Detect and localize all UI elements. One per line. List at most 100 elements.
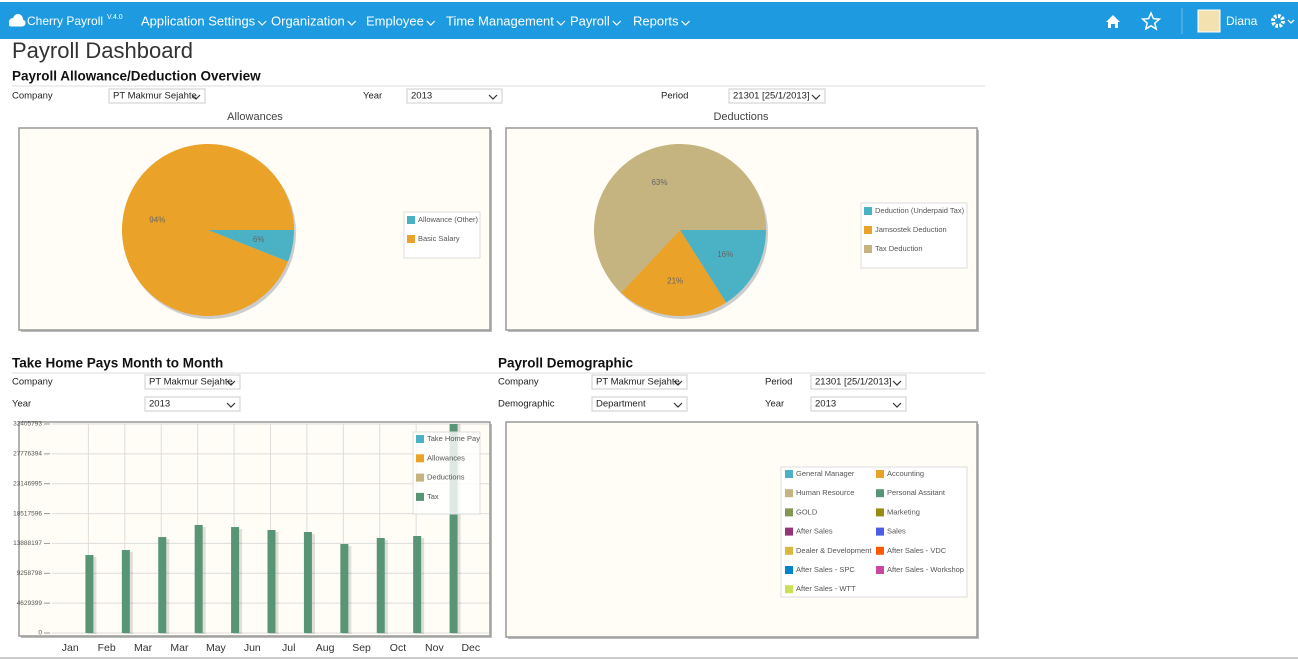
legend-label: Basic Salary [418,234,460,243]
legend-swatch [785,470,793,478]
menu-item[interactable]: Reports [633,13,679,28]
legend-label: Take Home Pay [427,434,480,443]
page-title: Payroll Dashboard [12,38,193,63]
legend-label: After Sales - SPC [796,565,855,574]
bar [194,524,203,633]
menu-item[interactable]: Time Management [446,13,554,28]
filter-select[interactable] [591,374,688,390]
legend-label: Dealer & Development [796,546,872,555]
filter-value: 21301 [25/1/2013] [815,377,892,388]
x-tick-label: Dec [461,642,480,654]
filter-select[interactable] [108,88,206,104]
filter-label: Company [12,377,53,388]
filter-select[interactable] [591,396,688,412]
x-tick-label: Aug [316,642,335,654]
legend-box [412,431,481,515]
filter-select[interactable] [810,396,907,412]
legend-label: Allowances [427,453,465,462]
legend-label: Personal Assitant [887,488,946,497]
bar [121,549,130,633]
legend-label: Marketing [887,507,920,516]
legend-label: Deductions [427,473,465,482]
y-tick-label: 4629399 [17,600,43,607]
filter-value: 21301 [25/1/2013] [733,91,810,102]
filter-label: Period [661,91,688,102]
chevron [612,20,622,26]
chart-title: Allowances [227,111,283,123]
filter-label: Year [765,399,784,410]
home-icon[interactable] [1106,15,1120,28]
legend-label: General Manager [796,469,855,478]
legend-swatch [785,566,793,574]
chevron [347,20,357,26]
pie-slice [621,230,727,316]
filter-label: Company [498,377,539,388]
avatar[interactable] [1197,9,1221,33]
legend-label: After Sales - WTT [796,584,856,593]
menu-item[interactable]: Employee [366,13,424,28]
filter-value: 2013 [149,399,170,410]
menu-item[interactable]: Application Settings [141,13,256,28]
chevron [673,402,683,408]
navbar [0,2,1298,39]
filter-select[interactable] [728,88,826,104]
legend-swatch [785,508,793,517]
settings-icon[interactable] [1271,14,1285,28]
nav-text: Cherry Payroll V.4.0 Application Settings O… [27,13,1258,28]
filter-select[interactable] [144,374,241,390]
bar [158,537,167,633]
legend-swatch [864,245,872,253]
legend-swatch [416,454,424,463]
chevron [488,94,498,100]
filter-value: PT Makmur Sejahte [113,91,197,102]
slice-label: 94% [149,215,165,224]
slice-label: 21% [667,276,683,285]
x-tick-label: Sep [352,642,371,654]
version: V.4.0 [107,14,123,21]
chevron [257,20,267,26]
chevron [226,402,236,408]
legend-label: Accounting [887,469,924,478]
chevron [1287,19,1295,24]
bar [340,543,349,633]
legend-swatch [864,226,872,234]
bars [85,424,461,634]
legend-swatch [785,527,793,536]
filter-select[interactable] [810,374,907,390]
legend-swatch [876,470,884,478]
star-icon[interactable] [1140,11,1162,31]
filter-select[interactable] [144,396,241,412]
brand[interactable]: Cherry Payroll [27,14,103,28]
slice-label: 63% [651,178,667,187]
legend-label: After Sales [796,527,833,536]
chevron [811,94,821,100]
legend-swatch [876,489,884,498]
y-tick-label: 32405793 [13,421,42,428]
chevron [892,402,902,408]
menu-item[interactable]: Organization [271,13,345,28]
x-tick-label: Mar [134,642,153,654]
section-title: Payroll Demographic [498,356,634,371]
chevron [892,380,902,386]
chevron [226,380,236,386]
pie-slice [208,230,294,262]
brand-icon [9,14,26,27]
legend-swatch [416,473,424,482]
chevron [426,20,436,26]
section-title: Payroll Allowance/Deduction Overview [12,69,261,84]
filter-label: Year [12,399,31,410]
bar [449,424,458,633]
bar [231,527,240,633]
menu-item[interactable]: Payroll [570,13,610,28]
chevron [556,20,566,26]
legend-label: Tax [427,492,439,501]
legend-label: Human Resource [796,488,854,497]
legend-swatch [407,216,415,224]
legend-swatch [876,508,884,517]
chevron [681,20,690,26]
x-tick-label: Nov [425,642,444,654]
user-name[interactable]: Diana [1226,14,1258,28]
filter-value: PT Makmur Sejahte [596,377,680,388]
filter-select[interactable] [406,88,503,104]
pie-slice [680,230,766,303]
